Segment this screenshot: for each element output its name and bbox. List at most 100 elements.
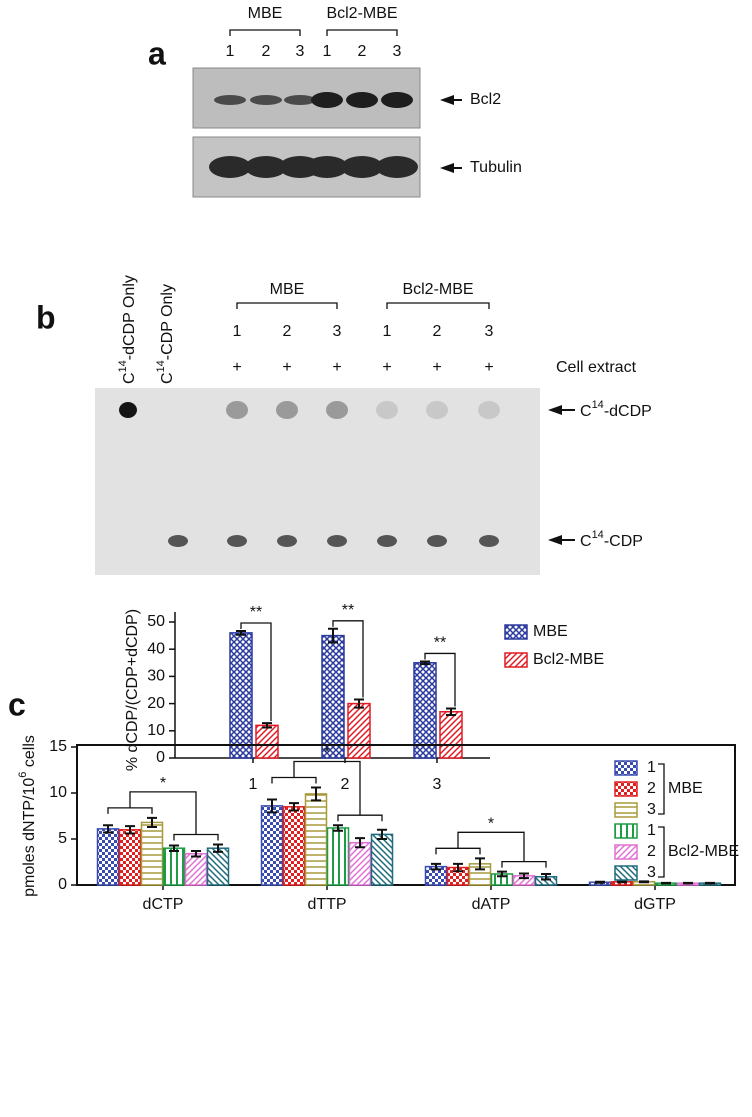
legend-swatch	[614, 802, 638, 818]
bar	[96, 828, 120, 886]
lane-label: 1	[323, 43, 332, 60]
error-bar	[169, 844, 179, 852]
bar	[348, 841, 372, 886]
tlc-spot	[377, 535, 397, 547]
legend-swatch	[614, 865, 638, 881]
significance-bracket	[435, 831, 547, 868]
error-bar	[333, 824, 343, 832]
error-bar	[541, 872, 551, 881]
blot-band	[381, 92, 413, 108]
plus-sign: +	[332, 359, 341, 376]
legend-group-bracket	[658, 826, 665, 878]
plus-sign: +	[484, 359, 493, 376]
bar	[260, 805, 284, 886]
panel-label: a	[148, 35, 166, 71]
error-bar	[147, 816, 157, 829]
y-axis-label-rest: cells	[21, 735, 38, 771]
x-tick-label: dATP	[472, 896, 511, 913]
significance-label: **	[342, 602, 354, 619]
error-bar	[431, 862, 441, 871]
y-tick-label: 5	[58, 830, 67, 847]
spot-label-sup: 14	[592, 399, 604, 411]
blot-band	[214, 95, 246, 105]
x-tick-label: dCTP	[143, 896, 184, 913]
y-axis-label-sup: 6	[17, 772, 29, 778]
blot-band	[346, 92, 378, 108]
error-bar	[595, 880, 605, 884]
error-bar	[446, 707, 456, 717]
blot-band	[311, 92, 343, 108]
legend-group-label: MBE	[668, 780, 703, 797]
error-bar	[236, 629, 246, 636]
control-label-sup: 14	[117, 360, 129, 372]
error-bar	[661, 881, 671, 885]
group-label: MBE	[248, 5, 283, 22]
bar	[184, 852, 208, 886]
blot-band	[209, 156, 251, 178]
error-bar	[125, 825, 135, 835]
error-bar	[377, 828, 387, 840]
spot-label-rest: -CDP	[604, 533, 643, 550]
legend-label: 2	[647, 843, 656, 860]
lane-label: 3	[393, 43, 402, 60]
lane-label: 2	[283, 323, 292, 340]
significance-bracket	[107, 791, 219, 841]
tlc-spot	[376, 401, 398, 419]
y-tick-label: 50	[147, 613, 165, 630]
y-tick-label: 40	[147, 640, 165, 657]
significance-label: *	[488, 816, 494, 833]
spot-label-base: C	[580, 533, 592, 550]
error-bar	[497, 870, 507, 878]
tlc-spot	[226, 401, 248, 419]
legend-label: 1	[647, 822, 656, 839]
legend-swatch	[614, 760, 638, 776]
y-tick-label: 0	[156, 749, 165, 766]
error-bar	[311, 786, 321, 802]
significance-label: **	[434, 635, 446, 652]
lane-label: 1	[233, 323, 242, 340]
x-tick-label: dGTP	[634, 896, 676, 913]
bar	[304, 793, 328, 886]
tlc-spot	[326, 401, 348, 419]
y-axis-label-base: pmoles dNTP/10	[21, 778, 38, 897]
error-bar	[262, 722, 272, 729]
blot-band	[341, 156, 383, 178]
control-label-base: C	[121, 372, 138, 384]
legend-swatch	[504, 652, 528, 668]
arrow-head	[440, 163, 454, 173]
legend-swatch	[614, 823, 638, 839]
spot-label-sup: 14	[592, 529, 604, 541]
error-bar	[705, 881, 715, 885]
y-tick-label: 30	[147, 668, 165, 685]
y-axis-label: pmoles dNTP/106 cells	[17, 735, 38, 897]
control-label-sup: 14	[155, 360, 167, 372]
x-tick-label: 2	[341, 776, 350, 793]
bar	[140, 821, 164, 886]
control-label-rest: -dCDP Only	[121, 275, 138, 360]
tlc-spot	[276, 401, 298, 419]
x-tick-label: 1	[249, 776, 258, 793]
error-bar	[328, 627, 338, 644]
bar	[118, 829, 142, 886]
panel-label: c	[8, 686, 26, 722]
plot-frame	[76, 744, 736, 886]
significance-label: *	[160, 775, 166, 792]
error-bar	[289, 802, 299, 812]
control-label-base: C	[159, 372, 176, 384]
legend-group-label: Bcl2-MBE	[668, 843, 739, 860]
bar	[347, 702, 371, 759]
group-label: Bcl2-MBE	[326, 5, 397, 22]
group-bracket	[236, 302, 338, 309]
y-axis-label: % dCDP/(CDP+dCDP)	[124, 609, 141, 771]
group-label: MBE	[270, 281, 305, 298]
significance-bracket	[332, 620, 364, 698]
error-bar	[519, 872, 529, 880]
bar	[255, 724, 279, 759]
significance-bracket	[271, 760, 383, 822]
significance-bracket	[240, 622, 272, 722]
arrow-head	[548, 535, 562, 545]
bar	[162, 847, 186, 886]
control-label: C14-CDP Only	[155, 284, 176, 384]
tlc-spot	[119, 402, 137, 418]
